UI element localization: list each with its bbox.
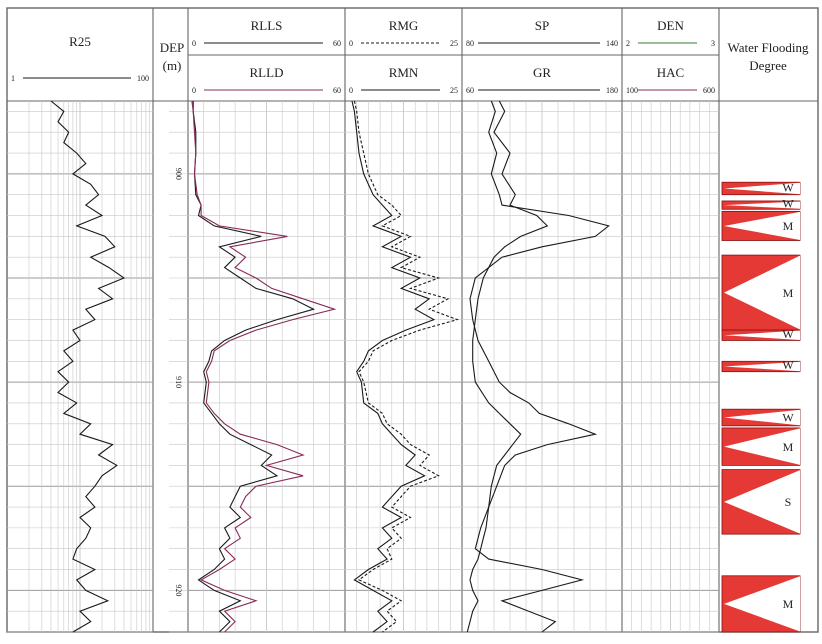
scale-min-label: 2	[626, 39, 630, 48]
flood-zone: W	[721, 358, 801, 373]
curve-sp	[466, 100, 549, 633]
flood-zone: M	[721, 210, 801, 241]
flood-zone-label: W	[782, 358, 794, 372]
curve-header-rlld: RLLD	[250, 65, 284, 80]
flood-zone-wedge	[724, 182, 800, 195]
depth-tick-label: 910	[174, 376, 183, 388]
flood-zone: W	[721, 327, 801, 341]
flood-zone-label: M	[783, 286, 794, 300]
scale-min-label: 60	[466, 86, 474, 95]
scale-min-label: 100	[626, 86, 638, 95]
scale-min-label: 1	[11, 74, 15, 83]
curve-header-den: DEN	[657, 18, 684, 33]
scale-min-label: 0	[192, 39, 196, 48]
scale-max-label: 60	[333, 86, 341, 95]
curve-header-sp: SP	[535, 18, 549, 33]
depth-tick-label: 900	[174, 168, 183, 180]
flood-zone-wedge	[724, 428, 800, 465]
curve-header-rmn: RMN	[389, 65, 419, 80]
flood-zone: M	[721, 427, 801, 466]
flood-zone-wedge	[724, 470, 800, 534]
flood-zone: S	[721, 469, 801, 535]
flood-zone-wedge	[724, 211, 800, 241]
curve-r25	[50, 100, 126, 633]
depth-header-line1: DEP	[160, 40, 185, 55]
flood-zone-label: S	[785, 495, 792, 509]
log-curves	[50, 100, 610, 633]
flood-zone-label: W	[782, 181, 794, 195]
curve-rlld	[191, 100, 337, 633]
scale-max-label: 180	[606, 86, 618, 95]
flood-zone-label: M	[783, 440, 794, 454]
scale-max-label: 100	[137, 74, 149, 83]
track-gridlines	[7, 8, 818, 633]
flood-zone-label: W	[782, 327, 794, 341]
depth-tick-label: 920	[174, 584, 183, 596]
scale-max-label: 25	[450, 86, 458, 95]
curve-header-r25: R25	[69, 34, 91, 49]
curve-header-hac: HAC	[657, 65, 684, 80]
flood-zone-wedge	[724, 330, 800, 340]
curve-rmn	[351, 100, 436, 633]
curve-header-rmg: RMG	[389, 18, 419, 33]
scale-max-label: 600	[703, 86, 715, 95]
scale-min-label: 0	[349, 86, 353, 95]
flood-zone-label: M	[783, 219, 794, 233]
depth-axis: DEP (m) 900 910 920	[160, 40, 185, 596]
water-flooding-header-line1: Water Flooding	[728, 40, 809, 55]
scale-min-label: 0	[192, 86, 196, 95]
scale-max-label: 3	[711, 39, 715, 48]
curve-rmg	[353, 100, 460, 633]
outer-frame	[6, 7, 819, 633]
curve-header-rlls: RLLS	[251, 18, 283, 33]
flood-zone-label: W	[782, 411, 794, 425]
flood-zone: M	[721, 254, 801, 331]
water-flooding-header-line2: Degree	[749, 58, 787, 73]
depth-header-line2: (m)	[163, 58, 182, 73]
curve-gr	[469, 100, 610, 633]
flood-zone-wedge	[724, 361, 800, 372]
flood-zone-wedge	[724, 409, 800, 426]
flood-zone-wedge	[724, 201, 800, 209]
flood-zone: W	[721, 408, 801, 427]
flood-zone-label: W	[782, 197, 794, 211]
scale-min-label: 80	[466, 39, 474, 48]
flood-zone-wedge	[724, 576, 800, 632]
flood-zone: M	[721, 575, 801, 633]
track-headers: R25 1 100 RLLS 0 60 RLLD 0 60 RMG 0 25 RMN 0 25 SP 80 140…	[11, 18, 719, 95]
flood-zone: W	[721, 181, 801, 196]
scale-max-label: 25	[450, 39, 458, 48]
flood-zone-wedge	[724, 255, 800, 330]
flood-zone-label: M	[783, 597, 794, 611]
scale-max-label: 60	[333, 39, 341, 48]
curve-header-gr: GR	[533, 65, 551, 80]
scale-min-label: 0	[349, 39, 353, 48]
flood-zone: W	[721, 197, 801, 211]
curve-rlls	[192, 101, 316, 633]
scale-max-label: 140	[606, 39, 618, 48]
